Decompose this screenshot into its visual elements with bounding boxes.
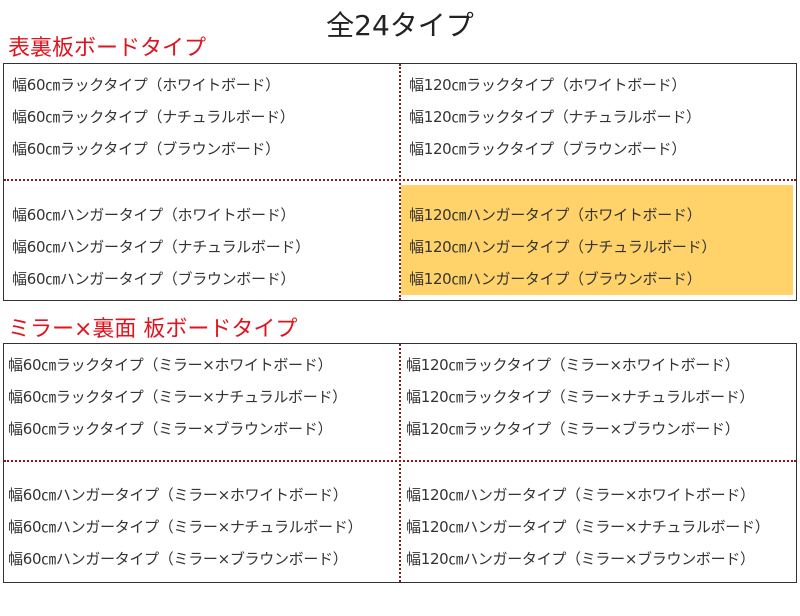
page-title: 全24タイプ <box>326 9 474 42</box>
divider-vertical <box>399 64 401 300</box>
option-item: 幅120㎝ラックタイプ（ミラー×ホワイトボード） <box>406 356 740 374</box>
option-item: 幅60㎝ハンガータイプ（ホワイトボード） <box>12 206 296 224</box>
option-item: 幅60㎝ハンガータイプ（ブラウンボード） <box>12 270 296 288</box>
options-box-mirror: 幅60㎝ラックタイプ（ミラー×ホワイトボード） 幅60㎝ラックタイプ（ミラー×ナチ… <box>3 343 797 583</box>
option-item: 幅60㎝ラックタイプ（ナチュラルボード） <box>12 108 295 126</box>
option-item: 幅60㎝ラックタイプ（ホワイトボード） <box>12 76 280 94</box>
option-item: 幅120㎝ハンガータイプ（ブラウンボード） <box>409 270 702 288</box>
option-item: 幅120㎝ラックタイプ（ナチュラルボード） <box>409 108 701 126</box>
option-item: 幅60㎝ハンガータイプ（ミラー×ナチュラルボード） <box>8 518 363 536</box>
option-item: 幅60㎝ラックタイプ（ブラウンボード） <box>12 140 280 158</box>
option-item: 幅60㎝ハンガータイプ（ミラー×ホワイトボード） <box>8 486 348 504</box>
option-item: 幅60㎝ラックタイプ（ミラー×ブラウンボード） <box>8 420 333 438</box>
option-item: 幅60㎝ラックタイプ（ミラー×ホワイトボード） <box>8 356 333 374</box>
section-heading-mirror: ミラー×裏面 板ボードタイプ <box>8 317 298 342</box>
option-item: 幅120㎝ラックタイプ（ミラー×ナチュラルボード） <box>406 388 755 406</box>
option-item: 幅120㎝ハンガータイプ（ホワイトボード） <box>409 206 702 224</box>
option-item: 幅120㎝ハンガータイプ（ミラー×ブラウンボード） <box>406 550 755 568</box>
option-item: 幅120㎝ハンガータイプ（ナチュラルボード） <box>409 238 717 256</box>
option-item: 幅120㎝ラックタイプ（ミラー×ブラウンボード） <box>406 420 740 438</box>
options-box-board: 幅60㎝ラックタイプ（ホワイトボード） 幅60㎝ラックタイプ（ナチュラルボード） 幅… <box>3 63 797 301</box>
option-item: 幅120㎝ラックタイプ（ブラウンボード） <box>409 140 687 158</box>
divider-vertical <box>399 344 401 582</box>
option-item: 幅120㎝ラックタイプ（ホワイトボード） <box>409 76 687 94</box>
option-item: 幅60㎝ハンガータイプ（ミラー×ブラウンボード） <box>8 550 348 568</box>
option-item: 幅60㎝ハンガータイプ（ナチュラルボード） <box>12 238 310 256</box>
option-item: 幅120㎝ハンガータイプ（ミラー×ホワイトボード） <box>406 486 755 504</box>
option-item: 幅60㎝ラックタイプ（ミラー×ナチュラルボード） <box>8 388 347 406</box>
highlight-selected <box>401 185 793 295</box>
section-heading-board: 表裏板ボードタイプ <box>8 36 207 61</box>
option-item: 幅120㎝ハンガータイプ（ミラー×ナチュラルボード） <box>406 518 770 536</box>
